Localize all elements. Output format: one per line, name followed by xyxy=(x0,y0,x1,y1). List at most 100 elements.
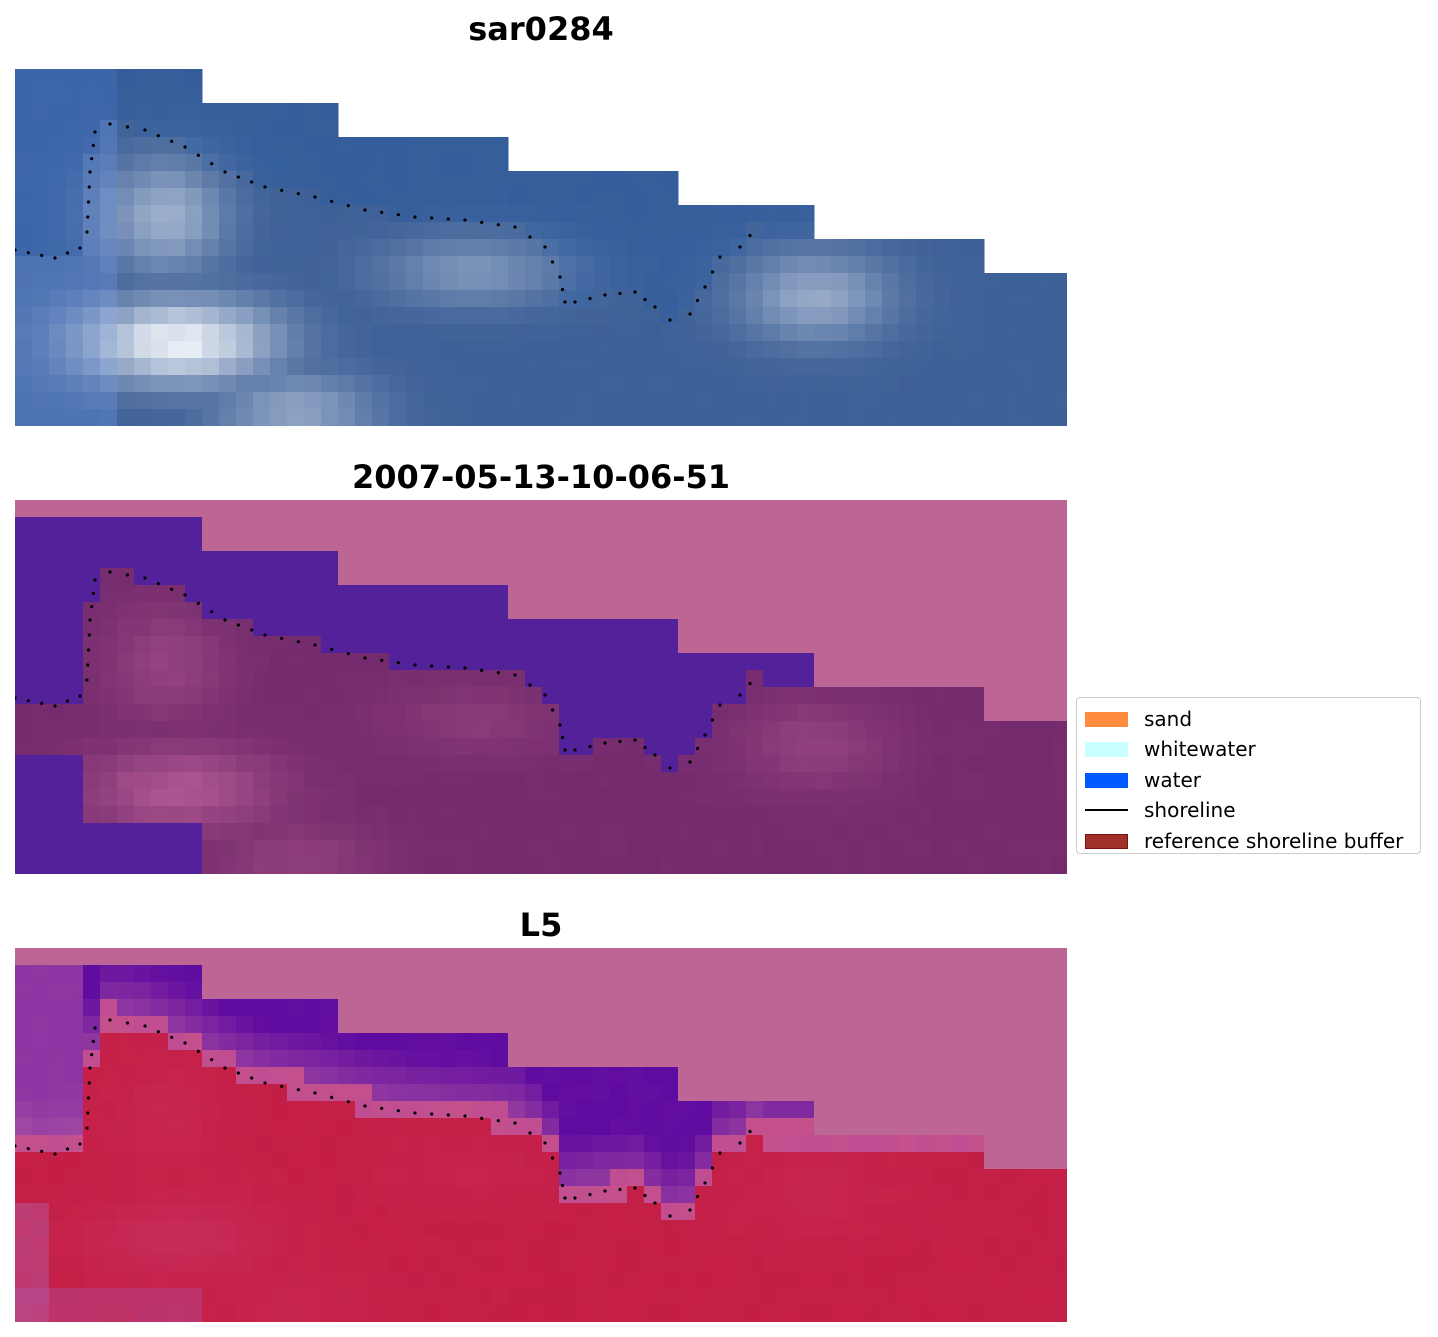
raster-cell xyxy=(1001,585,1019,603)
raster-cell xyxy=(423,619,441,637)
raster-cell xyxy=(746,273,764,291)
raster-cell xyxy=(134,602,152,620)
raster-cell xyxy=(219,806,237,824)
raster-cell xyxy=(508,409,526,426)
raster-cell xyxy=(321,687,339,705)
raster-cell xyxy=(83,585,101,603)
raster-cell xyxy=(746,1050,764,1068)
raster-cell xyxy=(389,982,407,1000)
raster-cell xyxy=(1052,982,1067,1000)
raster-cell xyxy=(508,1050,526,1068)
shoreline-dot xyxy=(250,1076,254,1080)
raster-cell xyxy=(389,636,407,654)
raster-cell xyxy=(780,1186,798,1204)
raster-cell xyxy=(389,392,407,410)
raster-cell xyxy=(542,222,560,240)
shoreline-dot xyxy=(710,270,715,274)
raster-cell xyxy=(474,999,492,1017)
raster-cell xyxy=(270,568,288,586)
raster-cell xyxy=(508,755,526,773)
raster-cell xyxy=(406,307,424,325)
raster-cell xyxy=(83,704,101,722)
raster-cell xyxy=(304,585,322,603)
raster-cell xyxy=(134,307,152,325)
raster-cell xyxy=(1052,1305,1067,1322)
raster-cell xyxy=(83,205,101,223)
raster-cell xyxy=(797,1305,815,1322)
raster-cell xyxy=(185,687,203,705)
raster-cell xyxy=(865,1152,883,1170)
raster-cell xyxy=(610,806,628,824)
raster-cell xyxy=(831,1169,849,1187)
raster-cell xyxy=(151,239,169,257)
raster-cell xyxy=(389,704,407,722)
raster-cell xyxy=(457,409,475,426)
raster-cell xyxy=(695,965,713,983)
raster-cell xyxy=(406,738,424,756)
raster-cell xyxy=(15,789,33,807)
raster-cell xyxy=(644,772,662,790)
raster-cell xyxy=(763,568,781,586)
raster-cell xyxy=(423,1152,441,1170)
raster-cell xyxy=(66,500,84,518)
raster-cell xyxy=(695,1067,713,1085)
raster-cell xyxy=(372,965,390,983)
raster-cell xyxy=(117,1152,135,1170)
raster-cell xyxy=(100,1186,118,1204)
raster-cell xyxy=(780,500,798,518)
raster-cell xyxy=(168,1135,186,1153)
raster-cell xyxy=(236,239,254,257)
raster-cell xyxy=(83,772,101,790)
raster-cell xyxy=(746,1135,764,1153)
raster-cell xyxy=(236,517,254,535)
raster-cell xyxy=(1052,1118,1067,1136)
raster-cell xyxy=(185,738,203,756)
shoreline-dot xyxy=(125,125,130,129)
raster-cell xyxy=(202,823,220,841)
raster-cell xyxy=(355,1220,373,1238)
raster-cell xyxy=(746,1254,764,1272)
raster-cell xyxy=(321,137,339,155)
raster-cell xyxy=(1052,1050,1067,1068)
raster-cell xyxy=(814,806,832,824)
raster-cell xyxy=(967,1084,985,1102)
raster-cell xyxy=(593,222,611,240)
raster-cell xyxy=(1018,948,1036,966)
shoreline-dot xyxy=(396,1109,400,1113)
raster-cell xyxy=(491,375,509,393)
raster-cell xyxy=(287,602,305,620)
raster-cell xyxy=(763,1169,781,1187)
raster-cell xyxy=(1052,840,1067,858)
raster-cell xyxy=(508,392,526,410)
raster-cell xyxy=(253,1254,271,1272)
raster-cell xyxy=(763,1118,781,1136)
raster-cell xyxy=(967,585,985,603)
raster-cell xyxy=(355,823,373,841)
raster-cell xyxy=(474,375,492,393)
raster-cell xyxy=(593,1016,611,1034)
raster-cell xyxy=(678,273,696,291)
raster-cell xyxy=(457,358,475,376)
raster-cell xyxy=(831,999,849,1017)
raster-cell xyxy=(236,687,254,705)
raster-cell xyxy=(593,840,611,858)
raster-cell xyxy=(627,806,645,824)
raster-cell xyxy=(695,772,713,790)
raster-cell xyxy=(83,392,101,410)
raster-cell xyxy=(525,1237,543,1255)
raster-cell xyxy=(491,1067,509,1085)
raster-cell xyxy=(287,1237,305,1255)
raster-cell xyxy=(270,1254,288,1272)
raster-cell xyxy=(66,772,84,790)
raster-cell xyxy=(644,1169,662,1187)
raster-cell xyxy=(508,1033,526,1051)
raster-cell xyxy=(593,1186,611,1204)
raster-cell xyxy=(117,1305,135,1322)
raster-cell xyxy=(406,755,424,773)
raster-cell xyxy=(457,171,475,189)
raster-cell xyxy=(389,239,407,257)
raster-cell xyxy=(185,358,203,376)
raster-cell xyxy=(389,948,407,966)
raster-cell xyxy=(1001,1186,1019,1204)
shoreline-dot xyxy=(108,122,112,126)
